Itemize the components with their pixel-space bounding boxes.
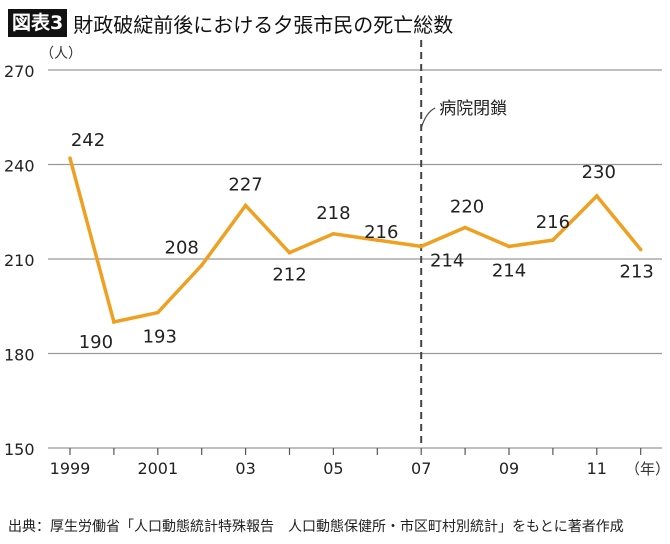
data-label: 227 [228, 174, 262, 195]
data-point [419, 244, 424, 249]
data-label: 230 [582, 162, 616, 183]
figure-badge: 図表3 [8, 9, 68, 37]
x-tick-label: 2001 [137, 459, 178, 478]
y-tick-label: 270 [4, 62, 35, 81]
y-tick-label: 240 [4, 157, 35, 176]
data-point [287, 250, 292, 255]
data-point [463, 225, 467, 230]
y-axis-unit: （人） [40, 46, 82, 62]
data-point [156, 310, 160, 315]
chart-title: 図表3 財政破綻前後における夕張市民の死亡総数 [8, 8, 453, 38]
data-label: 216 [536, 212, 570, 233]
title-text: 財政破綻前後における夕張市民の死亡総数 [73, 12, 454, 37]
series-line [68, 157, 643, 325]
x-tick-label: 05 [323, 459, 343, 478]
data-point [551, 238, 555, 242]
x-tick-label: 11 [587, 459, 607, 478]
data-label: 218 [316, 203, 350, 224]
data-point [595, 194, 599, 198]
data-point [638, 247, 643, 252]
source-note: 出典：厚生労働省「人口動態統計特殊報告 人口動態保健所・市区町村別統計」をもとに… [8, 519, 624, 535]
data-label: 214 [430, 250, 464, 271]
data-point [243, 203, 248, 208]
x-tick-label: 03 [235, 459, 255, 478]
data-point [112, 320, 116, 324]
data-point [68, 156, 72, 160]
data-point [507, 244, 511, 249]
data-label: 242 [71, 130, 105, 151]
data-point [331, 232, 336, 236]
x-axis-unit: （年） [625, 460, 670, 478]
y-tick-label: 150 [4, 440, 35, 459]
y-tick-label: 180 [4, 346, 35, 365]
annotation-label: 病院閉鎖 [439, 99, 507, 119]
data-label: 208 [165, 237, 199, 258]
data-point [375, 238, 380, 242]
data-label: 213 [620, 262, 654, 283]
data-label: 212 [272, 265, 306, 286]
x-tick-label: 09 [499, 459, 519, 478]
y-tick-label: 210 [4, 251, 35, 270]
data-point [199, 263, 204, 268]
x-tick-label: 1999 [50, 459, 91, 478]
data-label: 193 [143, 327, 177, 348]
annotation-leader [420, 107, 436, 129]
data-label: 190 [79, 332, 113, 353]
x-tick-label: 07 [411, 459, 431, 478]
line-chart: （人） （年） 150 180 210 240 270 1999 2001 03 05 07 09 1… [4, 40, 670, 478]
data-label: 220 [450, 197, 484, 218]
data-label: 214 [492, 260, 526, 281]
data-label: 216 [364, 222, 398, 243]
